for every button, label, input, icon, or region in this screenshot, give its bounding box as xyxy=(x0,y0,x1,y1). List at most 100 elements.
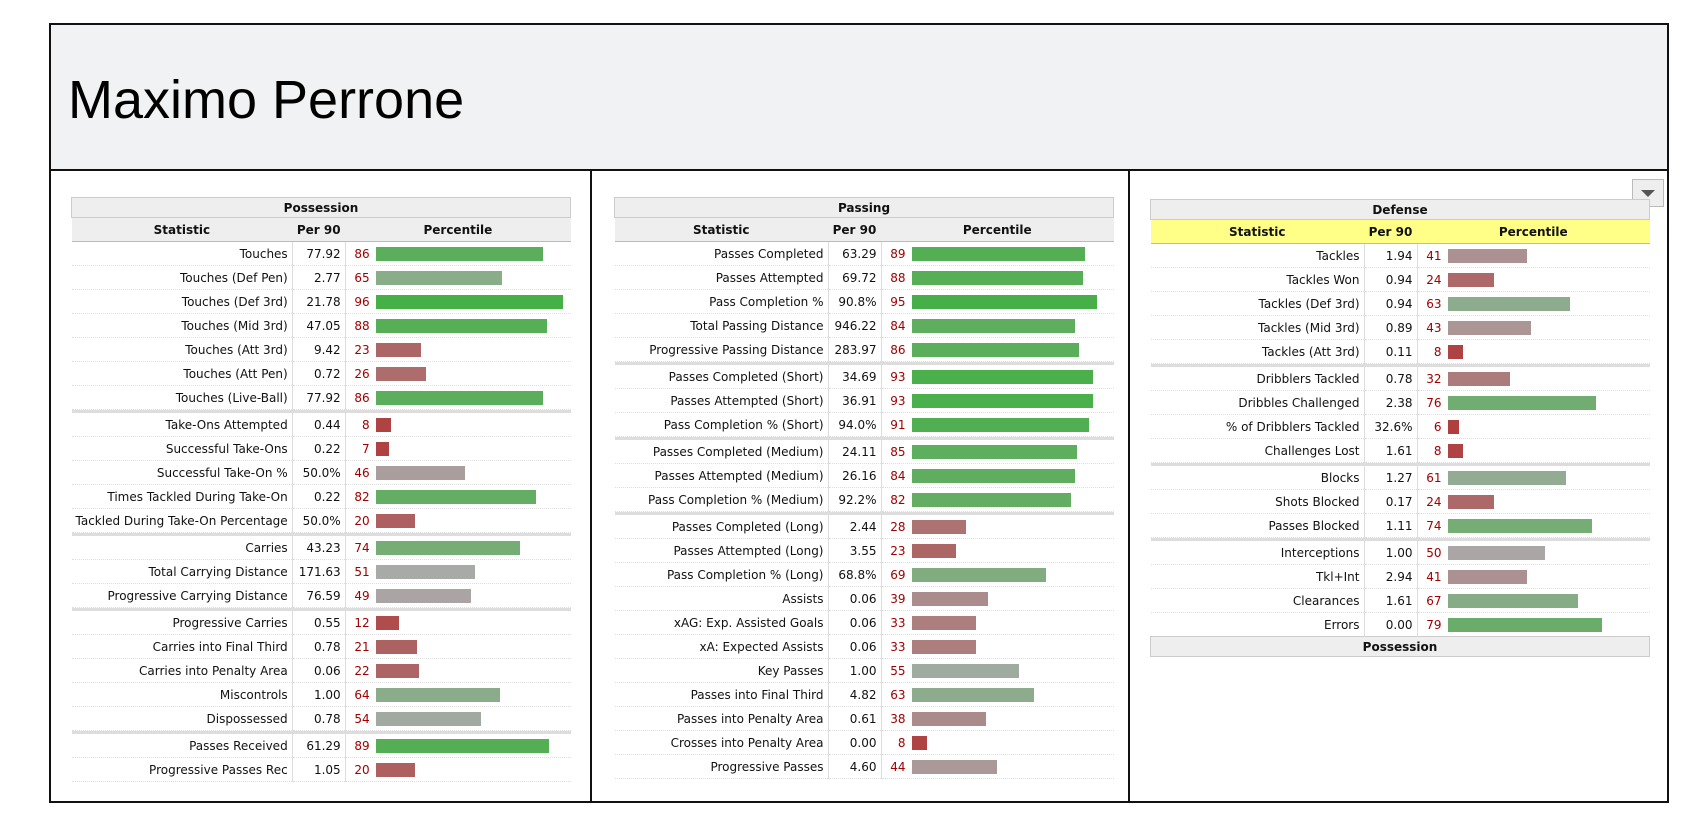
percentile-value: 7 xyxy=(362,441,370,456)
stat-row: Passes into Penalty Area 0.61 38 xyxy=(614,706,1114,731)
stat-row: Tackles (Def 3rd) 0.94 63 xyxy=(1150,291,1650,316)
per90: 171.63 xyxy=(292,559,346,584)
stat-name: Passes Blocked xyxy=(1150,513,1365,538)
percentile-cell: 33 xyxy=(881,634,1114,659)
dropdown-icon[interactable] xyxy=(1633,180,1663,206)
percentile-cell: 41 xyxy=(1417,243,1650,268)
stat-row: Times Tackled During Take-On 0.22 82 xyxy=(71,484,571,509)
per90: 283.97 xyxy=(828,337,882,362)
stat-name: Assists xyxy=(614,586,829,611)
stat-row: Carries into Penalty Area 0.06 22 xyxy=(71,658,571,683)
stat-row: Carries into Final Third 0.78 21 xyxy=(71,634,571,659)
stat-row: Crosses into Penalty Area 0.00 8 xyxy=(614,730,1114,755)
separator-cell xyxy=(71,409,571,413)
stat-name: Touches xyxy=(71,241,293,266)
stat-name: Progressive Passing Distance xyxy=(614,337,829,362)
percentile-bar xyxy=(375,441,390,456)
column-header: Percentile xyxy=(1417,219,1650,244)
stat-name: Tackled During Take-On Percentage xyxy=(71,508,293,533)
percentile-bar xyxy=(911,759,998,774)
per90: 4.82 xyxy=(828,682,882,707)
percentile-bar xyxy=(1447,371,1510,386)
per90: 4.60 xyxy=(828,754,882,779)
stat-name: Passes Completed (Medium) xyxy=(614,440,829,464)
separator-cell xyxy=(1150,363,1650,367)
stat-name: Touches (Def 3rd) xyxy=(71,289,293,314)
percentile-bar xyxy=(1447,569,1528,584)
stat-name: Pass Completion % (Medium) xyxy=(614,487,829,512)
percentile-bar xyxy=(375,663,419,678)
stat-row: Progressive Passing Distance 283.97 86 xyxy=(614,337,1114,362)
table-title: Defense xyxy=(1150,199,1650,220)
stat-row: Shots Blocked 0.17 24 xyxy=(1150,489,1650,514)
stat-name: Progressive Passes Rec xyxy=(71,757,293,782)
separator-cell xyxy=(71,730,571,734)
stat-row: Passes Completed (Short) 34.69 93 xyxy=(614,365,1114,389)
percentile-value: 93 xyxy=(890,393,906,408)
percentile-value: 6 xyxy=(1433,419,1442,434)
stat-row: Touches (Mid 3rd) 47.05 88 xyxy=(71,313,571,338)
stat-row: Passes Received 61.29 89 xyxy=(71,734,571,758)
stats-table: Possession Statistic Per 90 Percentile Touch… xyxy=(71,197,571,782)
stat-name: Key Passes xyxy=(614,658,829,683)
stat-name: Pass Completion % xyxy=(614,289,829,314)
percentile-bar xyxy=(375,246,544,261)
percentile-cell: 88 xyxy=(881,265,1114,290)
stat-name: Dispossessed xyxy=(71,706,293,731)
percentile-cell: 46 xyxy=(345,460,571,485)
percentile-value: 93 xyxy=(890,369,906,384)
percentile-cell: 84 xyxy=(881,313,1114,338)
stat-name: Passes Received xyxy=(71,734,293,758)
percentile-cell: 12 xyxy=(345,611,571,635)
per90: 0.44 xyxy=(292,413,346,437)
percentile-cell: 22 xyxy=(345,658,571,683)
percentile-cell: 8 xyxy=(881,730,1114,755)
percentile-cell: 44 xyxy=(881,754,1114,779)
percentile-value: 76 xyxy=(1426,395,1442,410)
percentile-bar xyxy=(375,588,472,603)
stat-name: Crosses into Penalty Area xyxy=(614,730,829,755)
per90: 1.00 xyxy=(828,658,882,683)
per90: 946.22 xyxy=(828,313,882,338)
per90: 0.61 xyxy=(828,706,882,731)
stat-name: Passes into Penalty Area xyxy=(614,706,829,731)
separator-cell xyxy=(71,607,571,611)
percentile-bar xyxy=(375,564,476,579)
table-title: Possession xyxy=(71,197,571,218)
percentile-bar xyxy=(1447,545,1545,560)
percentile-bar xyxy=(1447,248,1528,263)
percentile-cell: 65 xyxy=(345,265,571,290)
stat-name: Clearances xyxy=(1150,588,1365,613)
percentile-value: 24 xyxy=(1426,494,1442,509)
per90: 0.22 xyxy=(292,436,346,461)
percentile-value: 26 xyxy=(354,366,370,381)
percentile-cell: 23 xyxy=(345,337,571,362)
stat-row: Touches (Def 3rd) 21.78 96 xyxy=(71,289,571,314)
stat-row: Tackled During Take-On Percentage 50.0% 20 xyxy=(71,508,571,533)
percentile-value: 67 xyxy=(1426,593,1442,608)
stat-name: Blocks xyxy=(1150,466,1365,490)
per90: 3.55 xyxy=(828,538,882,563)
percentile-cell: 67 xyxy=(1417,588,1650,613)
stat-row: Total Passing Distance 946.22 84 xyxy=(614,313,1114,338)
separator-cell xyxy=(1150,462,1650,466)
percentile-cell: 24 xyxy=(1417,267,1650,292)
percentile-bar xyxy=(1447,518,1592,533)
percentile-cell: 69 xyxy=(881,562,1114,587)
per90: 0.78 xyxy=(292,706,346,731)
per90: 77.92 xyxy=(292,385,346,410)
percentile-value: 54 xyxy=(354,711,370,726)
stat-name: Dribbles Challenged xyxy=(1150,390,1365,415)
per90: 2.38 xyxy=(1364,390,1418,415)
caption-row: Possession xyxy=(71,197,571,218)
separator xyxy=(1150,363,1650,367)
per90: 63.29 xyxy=(828,241,882,266)
stat-row: Successful Take-Ons 0.22 7 xyxy=(71,436,571,461)
percentile-bar xyxy=(911,519,967,534)
percentile-bar xyxy=(375,615,400,630)
percentile-cell: 7 xyxy=(345,436,571,461)
stat-name: Successful Take-Ons xyxy=(71,436,293,461)
stat-name: Passes Completed (Long) xyxy=(614,515,829,539)
percentile-bar xyxy=(911,735,928,750)
percentile-cell: 88 xyxy=(345,313,571,338)
